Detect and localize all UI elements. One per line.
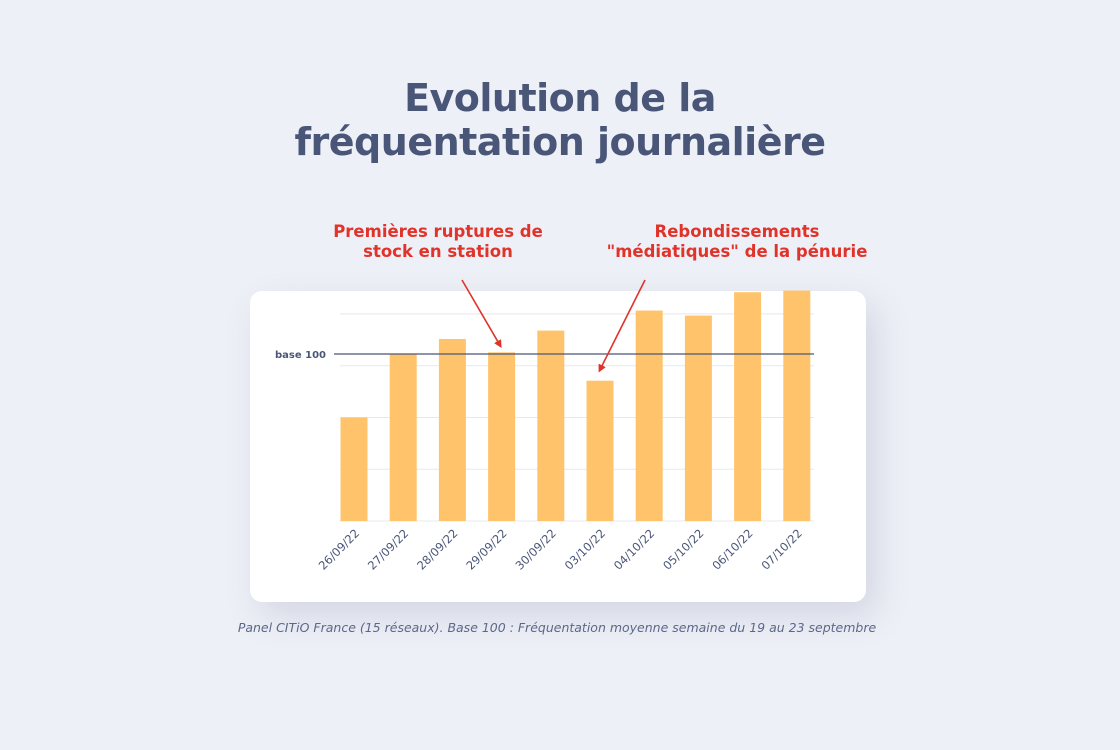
arrow-media-rebounds [598,279,646,373]
x-tick-label-27/09/22: 27/09/22 [365,526,411,572]
bars [340,290,811,521]
bar-07/10/22 [783,290,811,521]
x-tick-label-30/09/22: 30/09/22 [512,526,558,572]
annotation-first-shortages-line-2: stock en station [363,242,513,261]
x-tick-label-28/09/22: 28/09/22 [414,526,460,572]
chart-title: Evolution de la fréquentation journalièr… [0,76,1120,164]
chart-title-line-2: fréquentation journalière [294,120,826,164]
arrow-first-shortages [461,279,502,349]
bar-27/09/22 [389,354,417,521]
bar-06/10/22 [734,292,762,521]
bar-04/10/22 [635,310,663,521]
bar-03/10/22 [586,380,614,521]
bar-29/09/22 [488,352,516,521]
x-tick-label-05/10/22: 05/10/22 [660,526,706,572]
annotation-arrows [461,279,646,373]
x-tick-label-07/10/22: 07/10/22 [758,526,804,572]
base-100-reference: base 100 [275,350,814,361]
x-tick-label-29/09/22: 29/09/22 [463,526,509,572]
annotation-media-rebounds-line-1: Rebondissements [654,222,820,241]
base-100-label: base 100 [275,350,326,361]
x-tick-label-06/10/22: 06/10/22 [709,526,755,572]
annotation-first-shortages: Premières ruptures de stock en station [318,222,558,262]
x-tick-label-04/10/22: 04/10/22 [611,526,657,572]
chart-title-line-1: Evolution de la [404,76,716,120]
bar-30/09/22 [537,330,565,521]
bar-28/09/22 [438,338,466,521]
annotation-first-shortages-line-1: Premières ruptures de [333,222,543,241]
annotation-media-rebounds-line-2: "médiatiques" de la pénurie [606,242,868,261]
x-tick-label-03/10/22: 03/10/22 [562,526,608,572]
chart-source-caption: Panel CITiO France (15 réseaux). Base 10… [237,620,877,635]
bar-26/09/22 [340,417,368,521]
annotation-media-rebounds: Rebondissements "médiatiques" de la pénu… [592,222,882,262]
x-axis-tick-labels: 26/09/22 27/09/22 28/09/22 29/09/22 30/09/22… [316,526,805,572]
bar-05/10/22 [684,315,712,521]
x-tick-label-26/09/22: 26/09/22 [316,526,362,572]
